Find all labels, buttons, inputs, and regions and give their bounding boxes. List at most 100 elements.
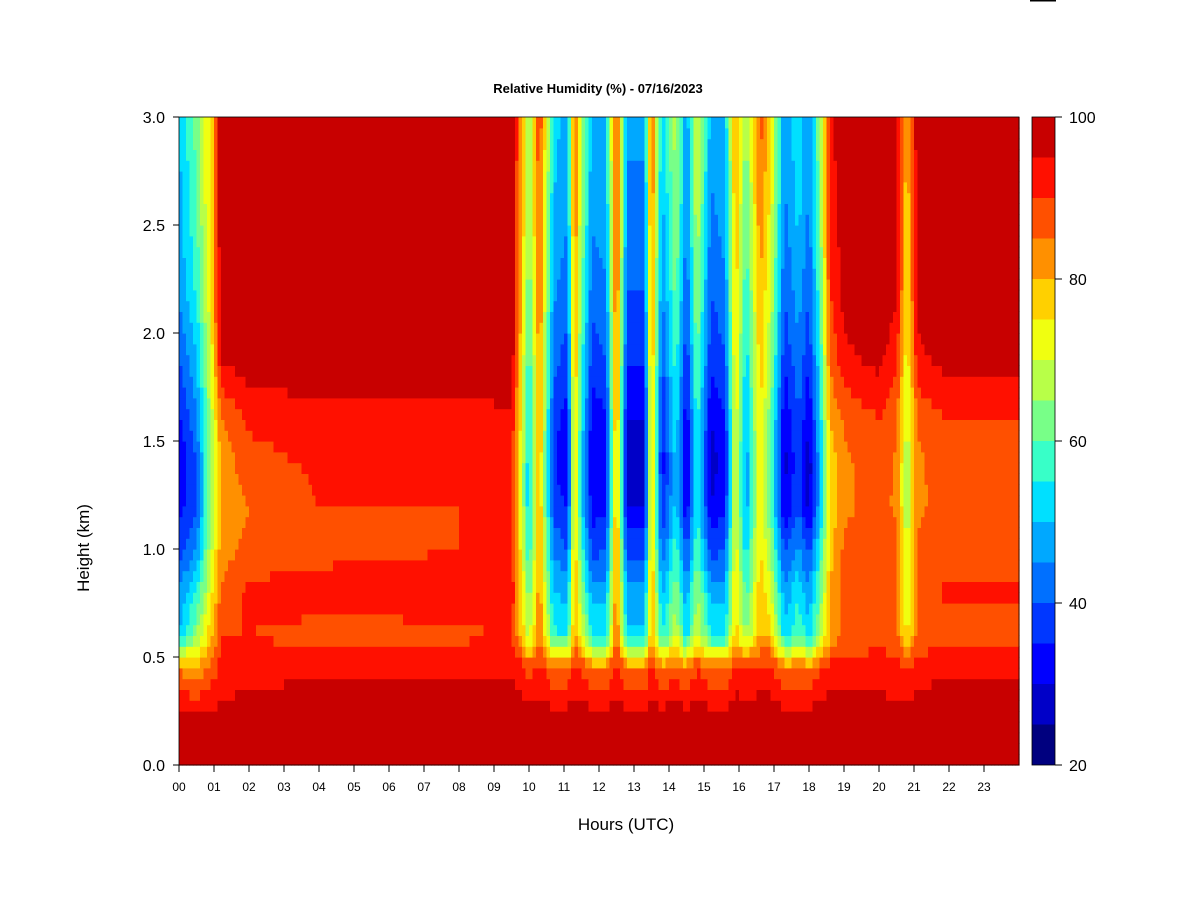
heatmap-cell [277,527,282,539]
heatmap-cell [385,365,390,377]
heatmap-cell [298,570,303,582]
heatmap-cell [256,451,261,464]
heatmap-cell [441,311,446,323]
heatmap-cell [431,300,436,312]
heatmap-cell [235,516,240,528]
heatmap-cell [214,678,219,690]
heatmap-cell [182,667,187,680]
heatmap-cell [466,214,471,226]
heatmap-cell [305,117,310,129]
heatmap-cell [459,289,464,302]
heatmap-cell [438,743,443,755]
heatmap-cell [396,419,401,431]
heatmap-cell [364,613,369,626]
heatmap-cell [459,333,464,345]
heatmap-cell [228,138,233,150]
heatmap-cell [235,732,240,744]
heatmap-cell [242,538,247,550]
heatmap-cell [182,311,187,323]
heatmap-cell [438,624,443,636]
heatmap-cell [434,311,439,323]
heatmap-cell [462,646,467,658]
heatmap-cell [431,365,436,377]
heatmap-cell [396,527,401,539]
heatmap-cell [378,732,383,744]
heatmap-cell [252,667,257,680]
heatmap-cell [396,505,401,518]
heatmap-cell [301,300,306,312]
heatmap-cell [242,268,247,280]
heatmap-cell [179,484,184,496]
heatmap-cell [420,322,425,334]
heatmap-cell [396,300,401,312]
heatmap-cell [186,354,191,366]
heatmap-cell [340,711,345,723]
heatmap-cell [385,559,390,572]
heatmap-cell [336,700,341,712]
heatmap-cell [294,592,299,604]
heatmap-cell [256,279,261,291]
heatmap-cell [347,117,352,129]
heatmap-cell [462,484,467,496]
heatmap-cell [452,171,457,183]
heatmap-cell [182,397,187,410]
heatmap-cell [434,127,439,140]
heatmap-cell [252,365,257,377]
heatmap-cell [452,397,457,410]
heatmap-cell [270,462,275,474]
heatmap-cell [210,441,215,453]
heatmap-cell [413,430,418,442]
heatmap-cell [462,171,467,183]
heatmap-cell [336,451,341,464]
heatmap-cell [378,495,383,507]
heatmap-cell [424,365,429,377]
heatmap-cell [420,462,425,474]
heatmap-cell [277,624,282,636]
heatmap-cell [466,592,471,604]
heatmap-cell [228,300,233,312]
heatmap-cell [389,235,394,248]
heatmap-cell [410,527,415,539]
heatmap-cell [455,343,460,356]
heatmap-cell [347,721,352,734]
heatmap-cell [448,300,453,312]
heatmap-cell [452,354,457,366]
heatmap-cell [445,235,450,248]
heatmap-cell [431,214,436,226]
heatmap-cell [329,160,334,172]
heatmap-cell [455,235,460,248]
heatmap-cell [193,689,198,701]
heatmap-cell [462,181,467,194]
heatmap-cell [375,430,380,442]
heatmap-cell [273,538,278,550]
heatmap-cell [196,711,201,723]
heatmap-cell [308,268,313,280]
heatmap-cell [277,289,282,302]
heatmap-cell [217,689,222,701]
heatmap-cell [200,667,205,680]
heatmap-cell [417,657,422,669]
heatmap-cell [413,527,418,539]
heatmap-cell [179,462,184,474]
heatmap-cell [179,603,184,615]
heatmap-cell [291,268,296,280]
heatmap-cell [186,333,191,345]
heatmap-cell [392,235,397,248]
heatmap-cell [298,322,303,334]
heatmap-cell [298,235,303,248]
heatmap-cell [273,203,278,215]
heatmap-cell [438,711,443,723]
heatmap-cell [224,743,229,755]
heatmap-cell [434,376,439,388]
heatmap-cell [291,484,296,496]
heatmap-cell [459,549,464,561]
heatmap-cell [294,538,299,550]
heatmap-cell [242,711,247,723]
heatmap-cell [308,700,313,712]
heatmap-cell [399,549,404,561]
heatmap-cell [347,127,352,140]
heatmap-cell [189,430,194,442]
heatmap-cell [378,268,383,280]
heatmap-cell [371,516,376,528]
heatmap-cell [256,473,261,485]
